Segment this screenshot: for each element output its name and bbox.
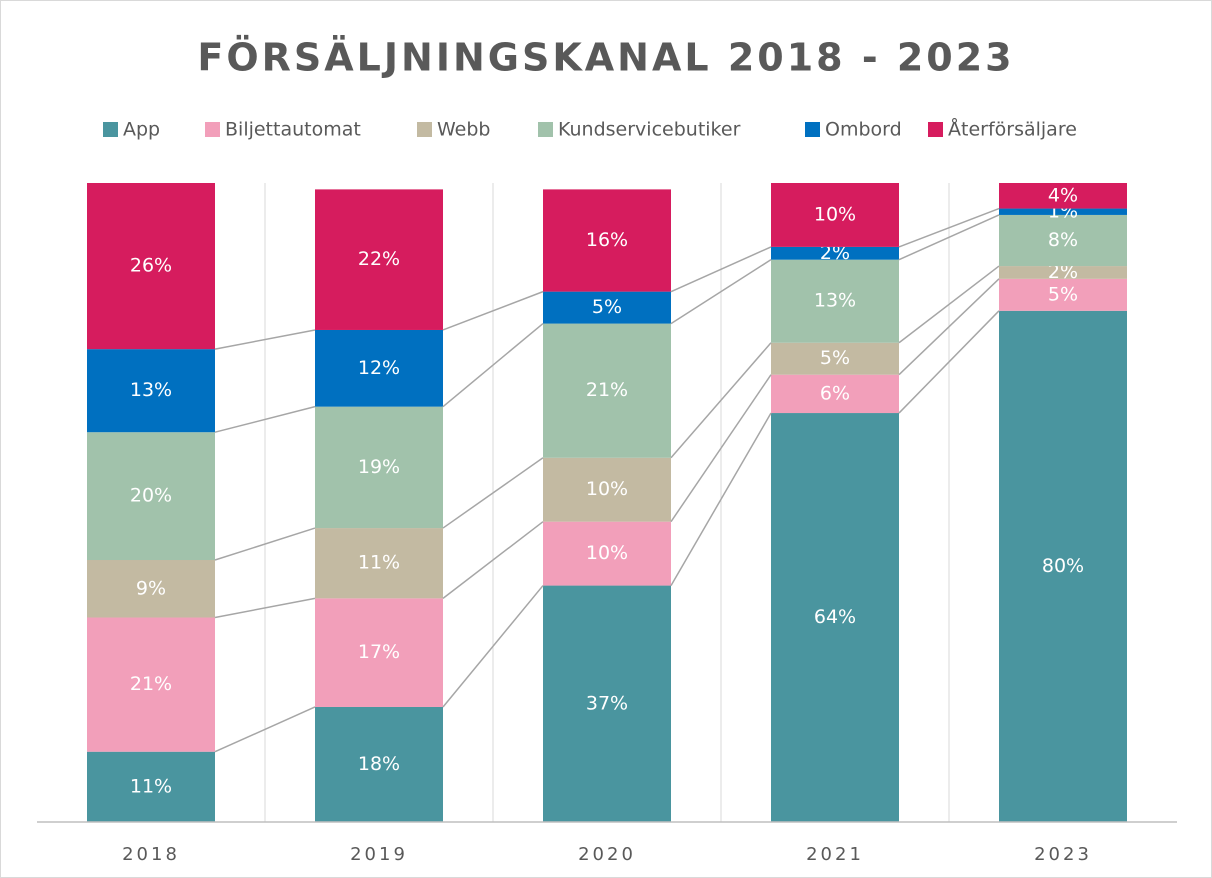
data-label: 20% — [130, 485, 172, 507]
data-label: 8% — [1048, 229, 1078, 251]
connector-line — [442, 290, 544, 331]
data-label: 13% — [814, 290, 856, 312]
connector-line — [670, 412, 772, 586]
legend-label: App — [123, 119, 160, 141]
data-label: 21% — [130, 673, 172, 695]
bar-segment — [771, 259, 899, 343]
connector-line — [898, 265, 1000, 344]
data-label: 11% — [358, 552, 400, 574]
connector-line — [670, 259, 772, 325]
connector-line — [670, 246, 772, 293]
connector-line — [214, 405, 316, 433]
bar-segment — [315, 706, 443, 822]
data-label: 13% — [130, 379, 172, 401]
legend-label: Återförsäljare — [948, 118, 1077, 141]
legend-swatch — [805, 122, 820, 137]
data-label: 80% — [1042, 555, 1084, 577]
connector-line — [898, 278, 1000, 376]
data-label: 5% — [592, 296, 622, 318]
connector-line — [442, 521, 544, 599]
connector-line — [442, 585, 544, 708]
legend-swatch — [417, 122, 432, 137]
connector-line — [670, 342, 772, 459]
legend-swatch — [928, 122, 943, 137]
bar-segment — [87, 617, 215, 752]
connector-line — [214, 527, 316, 561]
bar-segment — [771, 246, 899, 260]
data-label: 17% — [358, 641, 400, 663]
data-label: 37% — [586, 692, 628, 714]
bar-segment — [87, 432, 215, 561]
data-label: 10% — [814, 203, 856, 225]
bar-segment — [999, 214, 1127, 267]
x-tick-label: 2020 — [578, 844, 636, 865]
bar-segment — [999, 183, 1127, 209]
connector-line — [442, 323, 544, 408]
bar-segment — [315, 406, 443, 529]
connector-line — [214, 329, 316, 350]
bar-segment — [315, 189, 443, 330]
data-label: 22% — [358, 248, 400, 270]
bar-segment — [543, 521, 671, 586]
legend-swatch — [205, 122, 220, 137]
connector-line — [214, 597, 316, 619]
bar-segment — [315, 329, 443, 407]
data-label: 18% — [358, 753, 400, 775]
bar-segment — [315, 598, 443, 707]
data-label: 6% — [820, 382, 850, 404]
data-label: 10% — [586, 542, 628, 564]
chart-title: FÖRSÄLJNINGSKANAL 2018 - 2023 — [197, 36, 1014, 80]
bar-segment — [543, 585, 671, 822]
data-label: 19% — [358, 456, 400, 478]
connector-line — [898, 214, 1000, 261]
data-label: 2% — [820, 242, 850, 264]
connector-line — [670, 374, 772, 523]
data-label: 64% — [814, 606, 856, 628]
legend-label: Webb — [437, 119, 490, 141]
x-tick-label: 2021 — [806, 844, 864, 865]
bar-segment — [543, 189, 671, 292]
bar-segment — [87, 183, 215, 350]
data-label: 5% — [820, 347, 850, 369]
bar-segment — [771, 183, 899, 247]
bar-segment — [315, 528, 443, 599]
bar-segment — [543, 291, 671, 324]
legend-label: Kundservicebutiker — [558, 119, 741, 141]
bar-segment — [771, 374, 899, 414]
connector-line — [898, 310, 1000, 414]
bar-segment — [771, 413, 899, 822]
bar-segment — [87, 560, 215, 618]
connector-line — [214, 706, 316, 753]
connector-line — [898, 207, 1000, 248]
data-label: 10% — [586, 478, 628, 500]
bar-segment — [999, 266, 1127, 279]
data-label: 2% — [1048, 261, 1078, 283]
bar-segment — [999, 208, 1127, 215]
bar-segment — [87, 349, 215, 433]
bar-segment — [999, 278, 1127, 311]
data-label: 5% — [1048, 283, 1078, 305]
data-label: 12% — [358, 357, 400, 379]
bar-segment — [999, 310, 1127, 822]
data-label: 9% — [136, 577, 166, 599]
data-label: 4% — [1048, 184, 1078, 206]
bar-segment — [543, 323, 671, 458]
connector-line — [442, 457, 544, 529]
x-tick-label: 2018 — [122, 844, 180, 865]
data-label: 21% — [586, 379, 628, 401]
data-label: 16% — [586, 229, 628, 251]
legend-label: Ombord — [825, 119, 902, 141]
bar-segment — [87, 751, 215, 822]
data-label: 11% — [130, 775, 172, 797]
x-tick-label: 2019 — [350, 844, 408, 865]
legend-label: Biljettautomat — [225, 119, 361, 141]
x-tick-label: 2023 — [1034, 844, 1092, 865]
legend-swatch — [538, 122, 553, 137]
legend-swatch — [103, 122, 118, 137]
data-label: 26% — [130, 255, 172, 277]
bar-segment — [543, 457, 671, 522]
bar-segment — [771, 342, 899, 375]
